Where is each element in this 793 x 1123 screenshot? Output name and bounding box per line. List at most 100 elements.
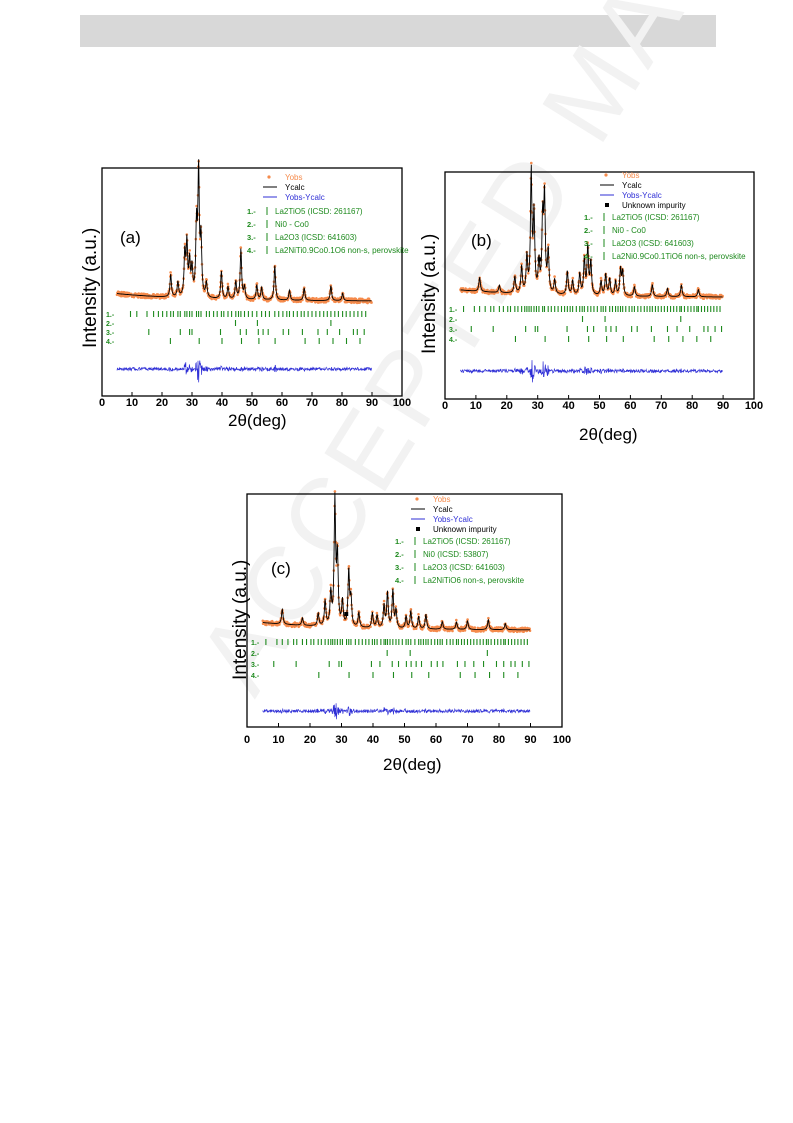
legend-phase-num: 4.-: [247, 246, 256, 255]
bragg-row-4: [514, 336, 712, 342]
x-tick-label: 40: [562, 400, 574, 412]
obs-point: [195, 204, 198, 208]
x-tick-label: 10: [272, 734, 284, 746]
bragg-row-label: 1.-: [251, 640, 260, 647]
obs-point: [535, 277, 539, 280]
x-tick-label: 100: [553, 734, 571, 746]
diff-line: [116, 360, 372, 383]
legend-obs-marker: [267, 175, 271, 179]
obs-point: [210, 297, 213, 301]
legend-impurity-marker: [416, 527, 420, 531]
obs-point: [447, 625, 451, 629]
obs-point: [226, 282, 230, 286]
legend-phase-num: 4.-: [584, 252, 593, 261]
obs-point: [255, 282, 259, 285]
obs-point: [497, 626, 500, 629]
bragg-row-2: [234, 320, 332, 326]
obs-point: [265, 623, 268, 627]
obs-point: [302, 286, 306, 289]
legend-calc: Ycalc: [285, 183, 305, 192]
obs-point: [242, 290, 245, 293]
x-tick-label: 70: [461, 734, 473, 746]
x-tick-label: 0: [244, 734, 250, 746]
bragg-row-label: 3.-: [106, 330, 115, 337]
obs-point: [651, 281, 654, 285]
obs-point: [463, 629, 467, 632]
obs-point: [466, 618, 469, 621]
bragg-row-1: [462, 306, 721, 312]
obs-point: [188, 249, 191, 252]
x-tick-label: 40: [367, 734, 379, 746]
obs-point: [404, 613, 408, 617]
legend-phase-name: La2TiO5 (ICSD: 261167): [612, 213, 700, 222]
obs-point: [355, 624, 359, 627]
legend-calc: Ycalc: [433, 505, 453, 514]
obs-point: [527, 272, 530, 275]
legend-obs: Yobs: [433, 495, 451, 504]
obs-point: [473, 626, 477, 629]
legend-obs-marker: [604, 173, 608, 177]
bragg-row-label: 4.-: [106, 339, 115, 346]
legend-phase-name: La2O3 (ICSD: 641603): [423, 563, 505, 572]
obs-point: [461, 287, 465, 290]
bragg-row-1: [129, 311, 367, 317]
obs-point: [294, 624, 298, 628]
x-tick-label: 80: [336, 397, 348, 409]
obs-point: [451, 629, 454, 633]
plot-frame: [444, 171, 755, 400]
bragg-row-3: [148, 329, 365, 335]
obs-point: [375, 611, 379, 615]
diff-line: [262, 703, 531, 720]
legend-phase-name: Ni0 - Co0: [275, 220, 309, 229]
panel-label: (a): [120, 228, 141, 247]
obs-point: [189, 271, 193, 275]
calc-line: [262, 492, 530, 631]
legend-phase-num: 2.-: [395, 550, 404, 559]
x-tick-label: 20: [156, 397, 168, 409]
legend-phase-name: La2NiTi0.9Co0.1O6 non-s, perovskite: [275, 246, 409, 255]
plot-svg: 0 10 20 30 40 50 60 70 80 90 1001.-2.-3.-4.-YobsYc…: [99, 159, 411, 409]
obs-point: [166, 295, 170, 298]
obs-point: [414, 627, 418, 630]
obs-point: [486, 288, 489, 292]
obs-point: [347, 565, 351, 568]
bragg-row-label: 1.-: [106, 312, 115, 319]
obs-point: [145, 296, 149, 300]
obs-point: [455, 618, 458, 622]
plot-svg: 0 10 20 30 40 50 60 70 80 90 1001.-2.-3.-4.-YobsYc…: [442, 161, 763, 412]
bragg-row-label: 4.-: [251, 673, 260, 680]
x-tick-label: 80: [686, 400, 698, 412]
x-tick-label: 10: [470, 400, 482, 412]
obs-point: [388, 620, 392, 623]
legend-obs: Yobs: [285, 173, 303, 182]
chart-panel-a: Intensity (a.u.) 0 10 20 30 40 50 60 70 80 90 100 1…: [60, 159, 411, 440]
obs-point: [446, 629, 449, 633]
obs-point: [335, 542, 339, 545]
obs-point: [169, 271, 172, 274]
legend-phase-name: Ni0 - Co0: [612, 226, 646, 235]
legend-obs: Yobs: [622, 171, 640, 180]
obs-point: [571, 276, 575, 280]
x-tick-label: 90: [717, 400, 729, 412]
obs-point: [553, 275, 556, 278]
legend-diff: Yobs-Ycalc: [622, 191, 662, 200]
x-tick-label: 0: [442, 400, 448, 412]
legend-phase-name: La2TiO5 (ICSD: 261167): [423, 537, 511, 546]
diff-line: [460, 360, 723, 383]
legend-diff: Yobs-Ycalc: [285, 193, 325, 202]
legend-impurity-marker: [605, 203, 609, 207]
x-axis-label: 2θ(deg): [579, 425, 638, 444]
x-tick-label: 20: [501, 400, 513, 412]
legend-phase-num: 1.-: [584, 213, 593, 222]
obs-point: [394, 605, 398, 608]
legend-obs-marker: [415, 497, 419, 501]
obs-point: [547, 243, 550, 247]
obs-point: [543, 182, 546, 185]
x-tick-label: 90: [524, 734, 536, 746]
x-tick-label: 70: [306, 397, 318, 409]
chart-panel-b: Intensity (a.u.) 0 10 20 30 40 50 60 70 80 90 100 1…: [400, 161, 770, 448]
obs-point: [323, 597, 327, 601]
